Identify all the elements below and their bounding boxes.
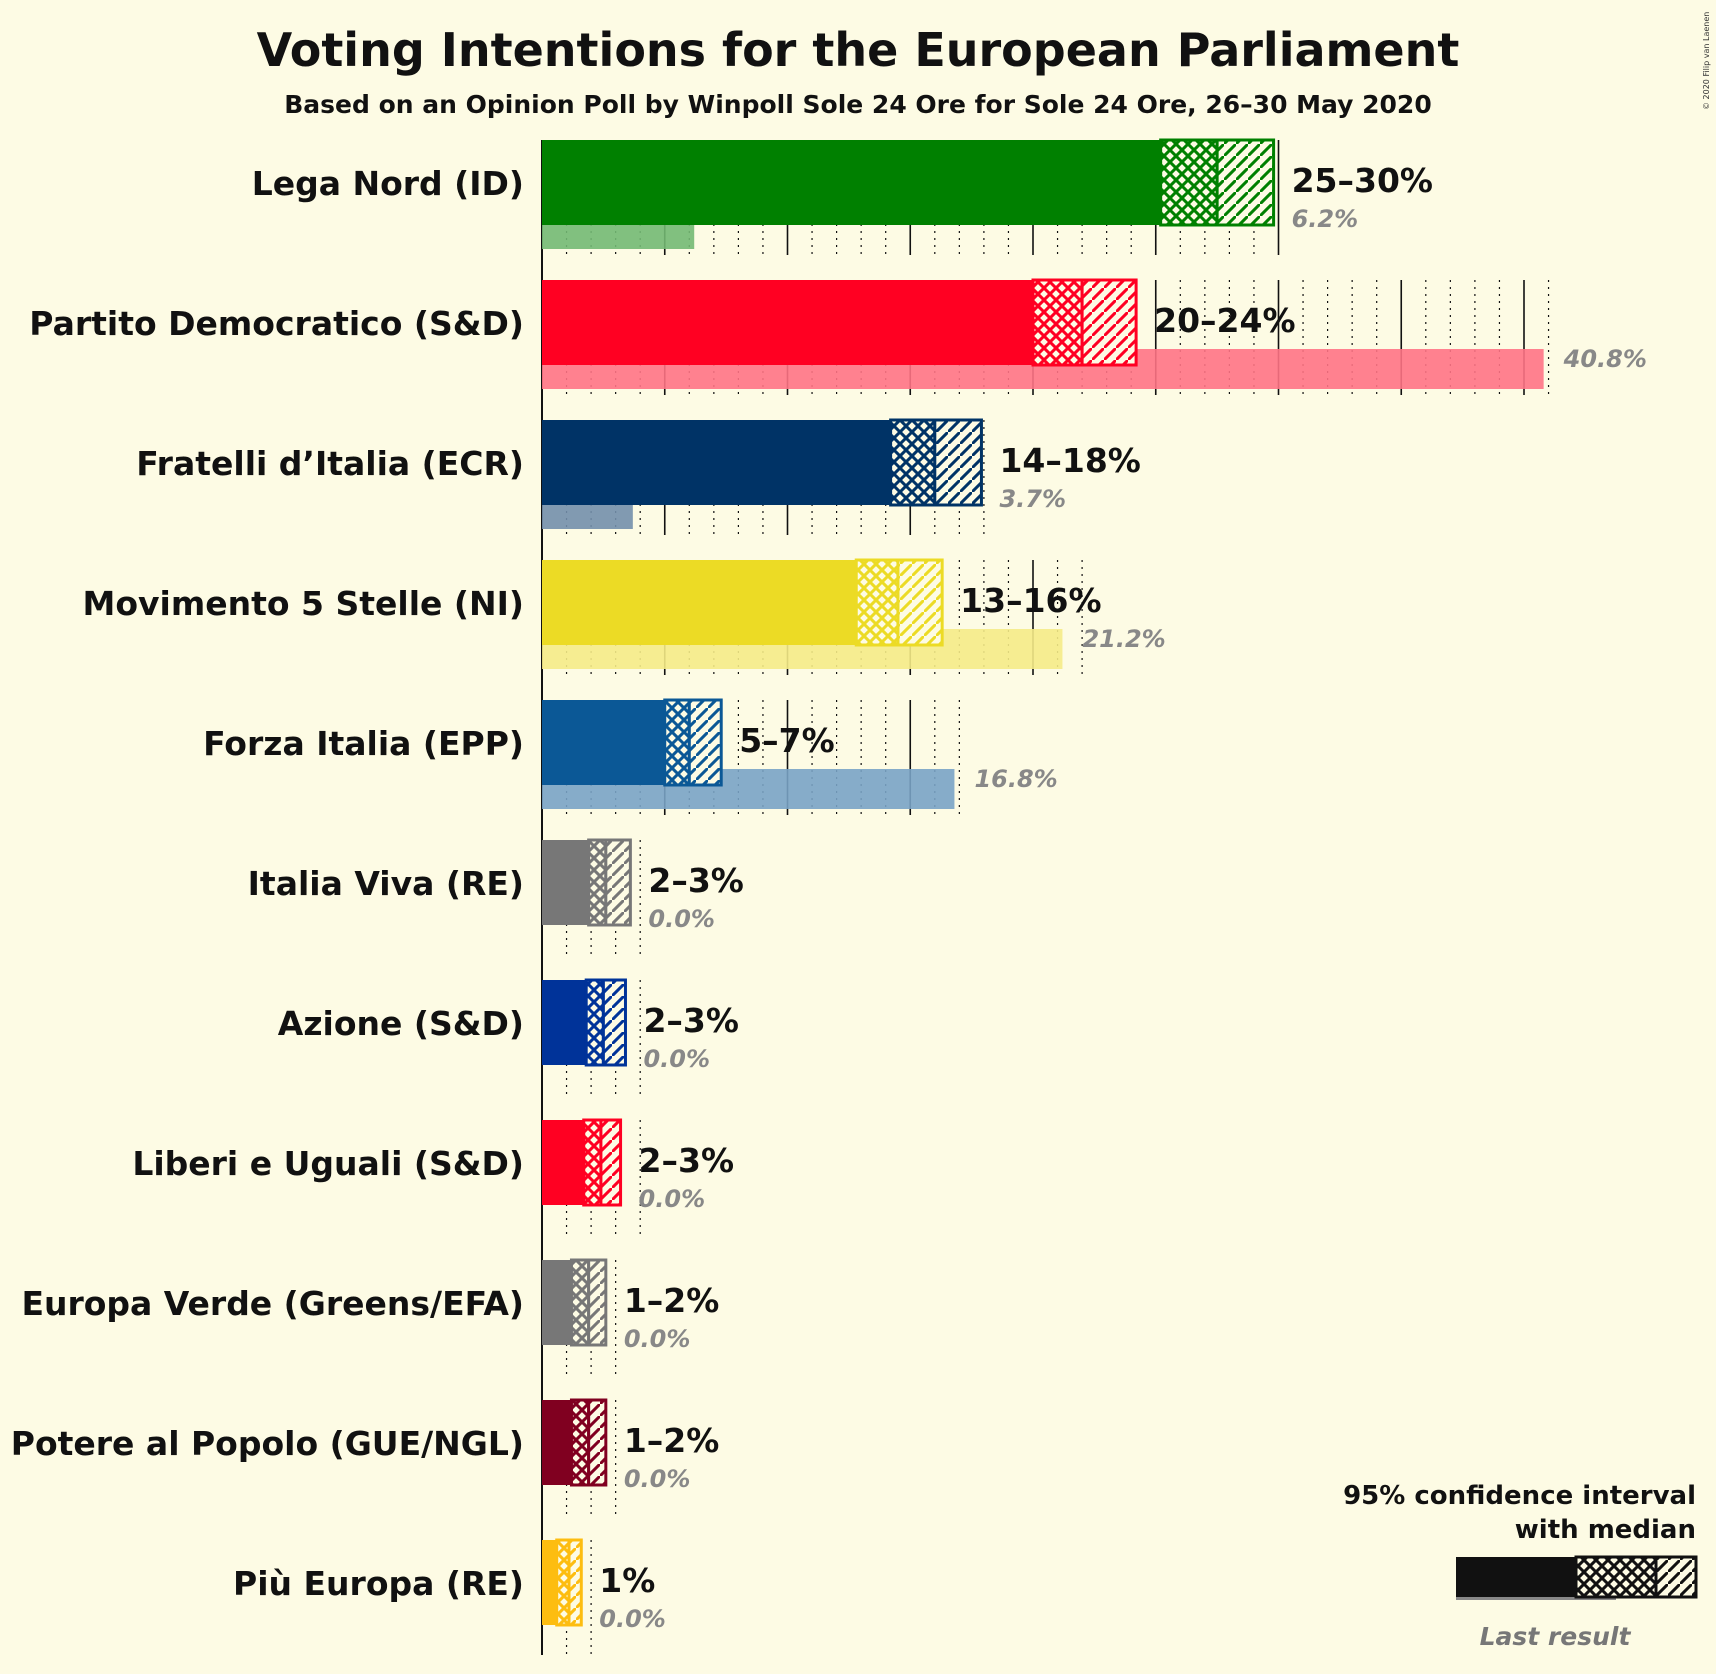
legend-line2: with median xyxy=(1515,1515,1696,1545)
party-row: Azione (S&D) 2–3% 0.0% xyxy=(278,978,739,1095)
interval-upper-hatch xyxy=(1080,278,1138,367)
interval-solid-bar xyxy=(542,280,1033,365)
interval-upper-hatch xyxy=(601,978,627,1067)
interval-upper-hatch xyxy=(599,1118,623,1207)
interval-upper-hatch xyxy=(1215,138,1276,227)
legend-interval-crosshatch xyxy=(1574,1555,1658,1599)
party-label: Fratelli d’Italia (ECR) xyxy=(136,444,524,483)
interval-lower-hatch xyxy=(587,838,608,927)
range-label: 1–2% xyxy=(624,1281,720,1320)
party-label: Azione (S&D) xyxy=(278,1004,524,1043)
interval-solid-bar xyxy=(542,140,1161,225)
party-label: Forza Italia (EPP) xyxy=(203,724,524,763)
interval-lower-hatch xyxy=(854,558,900,647)
party-rows: Lega Nord (ID) 25–30% 6.2% Partito Democrat… xyxy=(11,138,1647,1655)
legend: 95% confidence interval with median Last… xyxy=(1343,1481,1698,1651)
party-label: Italia Viva (RE) xyxy=(248,864,524,903)
party-row: Fratelli d’Italia (ECR) 14–18% 3.7% xyxy=(136,418,1141,535)
last-result-label: 21.2% xyxy=(1082,625,1165,653)
party-row: Lega Nord (ID) 25–30% 6.2% xyxy=(252,138,1433,255)
interval-solid-bar xyxy=(542,560,857,645)
party-label: Liberi e Uguali (S&D) xyxy=(132,1144,524,1183)
range-label: 25–30% xyxy=(1292,161,1433,200)
copyright-note: © 2020 Filip van Laenen xyxy=(1702,12,1711,110)
last-result-label: 0.0% xyxy=(599,1605,666,1633)
last-result-label: 0.0% xyxy=(648,905,715,933)
interval-upper-hatch xyxy=(587,1258,608,1347)
interval-upper-hatch xyxy=(567,1538,583,1627)
last-result-label: 0.0% xyxy=(624,1325,691,1353)
party-label: Lega Nord (ID) xyxy=(252,164,524,203)
interval-solid-bar xyxy=(542,840,589,925)
interval-solid-bar xyxy=(542,700,665,785)
interval-solid-bar xyxy=(542,1120,584,1205)
interval-solid-bar xyxy=(542,1540,557,1625)
interval-upper-hatch xyxy=(587,1398,608,1487)
last-result-label: 0.0% xyxy=(624,1465,691,1493)
interval-lower-hatch xyxy=(1159,138,1219,227)
interval-lower-hatch xyxy=(584,978,605,1067)
last-result-label: 16.8% xyxy=(974,765,1057,793)
interval-solid-bar xyxy=(542,980,587,1065)
party-label: Potere al Popolo (GUE/NGL) xyxy=(11,1424,524,1463)
chart-subtitle: Based on an Opinion Poll by Winpoll Sole… xyxy=(284,90,1431,119)
party-label: Più Europa (RE) xyxy=(233,1564,524,1603)
range-label: 2–3% xyxy=(639,1141,735,1180)
range-label: 2–3% xyxy=(648,861,744,900)
party-row: Europa Verde (Greens/EFA) 1–2% 0.0% xyxy=(21,1258,720,1375)
chart-title: Voting Intentions for the European Parli… xyxy=(257,23,1460,77)
party-row: Partito Democratico (S&D) 20–24% 40.8% xyxy=(29,278,1647,395)
party-row: Italia Viva (RE) 2–3% 0.0% xyxy=(248,838,744,955)
party-label: Partito Democratico (S&D) xyxy=(29,304,524,343)
interval-lower-hatch xyxy=(582,1118,603,1207)
last-result-label: 0.0% xyxy=(643,1045,710,1073)
interval-lower-hatch xyxy=(1031,278,1084,367)
range-label: 1–2% xyxy=(624,1421,720,1460)
legend-interval-hatch xyxy=(1654,1555,1698,1599)
interval-lower-hatch xyxy=(663,698,691,787)
party-row: Movimento 5 Stelle (NI) 13–16% 21.2% xyxy=(83,558,1166,675)
range-label: 20–24% xyxy=(1154,301,1295,340)
interval-lower-hatch xyxy=(555,1538,571,1627)
interval-upper-hatch xyxy=(687,698,723,787)
interval-lower-hatch xyxy=(889,418,937,507)
party-label: Movimento 5 Stelle (NI) xyxy=(83,584,524,623)
last-result-label: 0.0% xyxy=(639,1185,706,1213)
range-label: 1% xyxy=(599,1561,655,1600)
legend-line1: 95% confidence interval xyxy=(1343,1481,1696,1511)
party-label: Europa Verde (Greens/EFA) xyxy=(21,1284,524,1323)
interval-upper-hatch xyxy=(604,838,632,927)
legend-last-result-label: Last result xyxy=(1480,1622,1632,1651)
interval-lower-hatch xyxy=(569,1258,591,1347)
range-label: 14–18% xyxy=(999,441,1140,480)
interval-solid-bar xyxy=(542,1400,572,1485)
interval-solid-bar xyxy=(542,1260,572,1345)
interval-solid-bar xyxy=(542,420,891,505)
range-label: 5–7% xyxy=(739,721,835,760)
range-label: 13–16% xyxy=(960,581,1101,620)
party-row: Liberi e Uguali (S&D) 2–3% 0.0% xyxy=(132,1118,735,1235)
last-result-label: 40.8% xyxy=(1563,345,1647,373)
interval-upper-hatch xyxy=(933,418,983,507)
interval-lower-hatch xyxy=(569,1398,591,1487)
interval-upper-hatch xyxy=(896,558,944,647)
last-result-label: 3.7% xyxy=(999,485,1066,513)
party-row: Forza Italia (EPP) 5–7% 16.8% xyxy=(203,698,1058,815)
party-row: Potere al Popolo (GUE/NGL) 1–2% 0.0% xyxy=(11,1398,720,1515)
party-row: Più Europa (RE) 1% 0.0% xyxy=(233,1538,666,1655)
range-label: 2–3% xyxy=(643,1001,739,1040)
last-result-label: 6.2% xyxy=(1292,205,1359,233)
